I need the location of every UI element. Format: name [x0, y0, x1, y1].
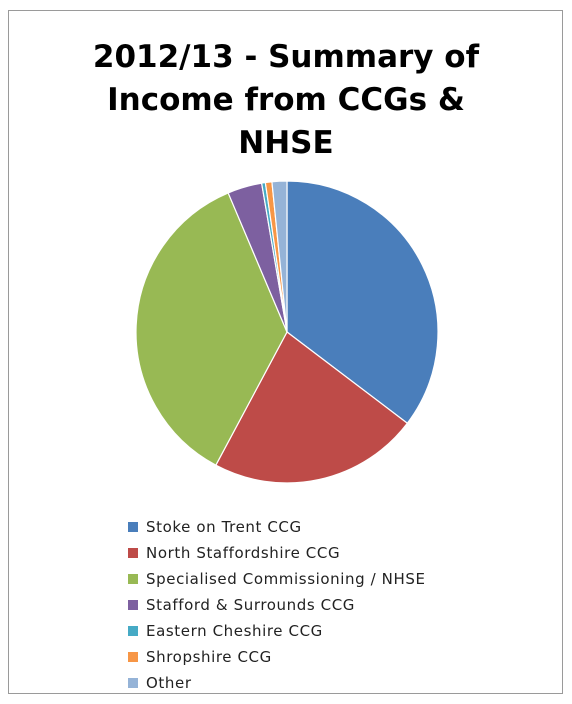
legend-item: Other [128, 670, 528, 696]
legend-label: Specialised Commissioning / NHSE [146, 570, 426, 588]
legend-item: North Staffordshire CCG [128, 540, 528, 566]
pie-slice-other [271, 180, 288, 333]
legend-swatch [128, 574, 138, 584]
chart-title-line-1: 2012/13 - Summary of [92, 39, 480, 75]
legend-item: Stafford & Surrounds CCG [128, 592, 528, 618]
chart-title-line-3: NHSE [238, 125, 334, 161]
legend-item: Shropshire CCG [128, 644, 528, 670]
pie-slice-north-staffordshire-ccg [215, 331, 408, 484]
legend-item: Stoke on Trent CCG [128, 514, 528, 540]
chart-title-line-2: Income from CCGs & [107, 82, 465, 118]
legend-swatch [128, 600, 138, 610]
legend-label: Shropshire CCG [146, 648, 272, 666]
pie-slice-stoke-on-trent-ccg [286, 180, 439, 424]
legend-swatch [128, 522, 138, 532]
legend-label: Stafford & Surrounds CCG [146, 596, 356, 614]
chart-title: 2012/13 - Summary of Income from CCGs & … [0, 36, 572, 165]
legend-swatch [128, 548, 138, 558]
legend-swatch [128, 652, 138, 662]
legend-label: North Staffordshire CCG [146, 544, 341, 562]
legend-item: Eastern Cheshire CCG [128, 618, 528, 644]
chart-legend: Stoke on Trent CCG North Staffordshire CC… [128, 514, 528, 696]
legend-label: Other [146, 674, 192, 692]
legend-label: Stoke on Trent CCG [146, 518, 302, 536]
legend-label: Eastern Cheshire CCG [146, 622, 323, 640]
pie-slice-specialised-commissioning-nhse [135, 192, 288, 466]
legend-swatch [128, 678, 138, 688]
legend-item: Specialised Commissioning / NHSE [128, 566, 528, 592]
legend-swatch [128, 626, 138, 636]
